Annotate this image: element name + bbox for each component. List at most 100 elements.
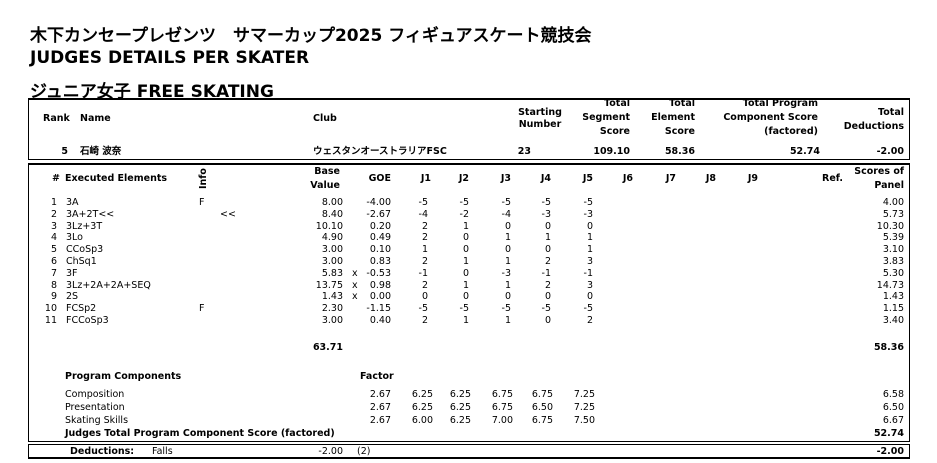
component-factor: 2.67 (369, 389, 391, 400)
name-header: Name (80, 113, 111, 124)
total-element-score: 58.36 (664, 146, 695, 157)
component-judge-score: 6.50 (531, 401, 553, 413)
component-name: Composition (65, 389, 125, 400)
judge-header-j6: J6 (622, 173, 633, 184)
element-name: 3A (66, 197, 79, 208)
judge-score: 0 (544, 291, 551, 303)
component-name: Skating Skills (65, 414, 129, 426)
panel-score: 14.73 (876, 279, 904, 291)
total-element-score-header: Score (664, 126, 695, 137)
judge-score: 1 (504, 279, 511, 291)
goe-header: GOE (368, 173, 391, 184)
judge-score: 2 (586, 315, 593, 326)
element-name: 3Lz+2A+2A+SEQ (66, 279, 151, 291)
judge-score: -3 (541, 208, 551, 220)
judge-score: 1 (586, 232, 593, 244)
element-name: ChSq1 (66, 256, 97, 267)
factor-header: Factor (360, 371, 394, 382)
judge-header-j3: J3 (500, 173, 511, 184)
judge-score: -1 (418, 267, 428, 279)
judge-score: 0 (462, 232, 469, 244)
component-judge-score: 6.25 (411, 401, 433, 413)
judge-score: -5 (541, 303, 551, 315)
starting-number-header: Starting (518, 107, 562, 118)
element-number: 3 (50, 220, 57, 232)
panel-score: 3.40 (882, 315, 904, 326)
base-value: 8.40 (321, 208, 343, 220)
judge-header-j5: J5 (582, 173, 593, 184)
element-name: 3F (66, 267, 78, 279)
judge-score: 0 (586, 220, 593, 232)
component-judge-score: 6.25 (449, 401, 471, 413)
pcs-total-label: Judges Total Program Component Score (fa… (65, 428, 335, 439)
box-left (28, 98, 29, 160)
element-number: 6 (50, 256, 57, 267)
deduction-type: Falls (152, 446, 173, 457)
panel-score: 10.30 (876, 220, 904, 232)
box-left (28, 444, 29, 458)
judge-score: -5 (501, 303, 511, 315)
pcs-total: 52.74 (873, 428, 904, 439)
panel-score: 3.10 (882, 244, 904, 256)
starting-number: 23 (517, 146, 531, 157)
base-value: 2.30 (321, 303, 343, 315)
judge-score: 0 (544, 220, 551, 232)
goe-value: -1.15 (366, 303, 391, 315)
deductions-label: Deductions: (70, 446, 135, 457)
judge-score: 1 (462, 279, 469, 291)
judge-score: -5 (583, 303, 593, 315)
judge-header-j4: J4 (540, 173, 551, 184)
goe-value: -0.53 (366, 267, 391, 279)
element-info: F (199, 197, 205, 208)
element-number: 10 (44, 303, 57, 315)
judge-score: -5 (583, 197, 593, 208)
judge-score: -5 (418, 303, 428, 315)
component-judge-score: 6.75 (491, 389, 513, 400)
element-name: CCoSp3 (66, 244, 104, 256)
judge-header-j9: J9 (747, 173, 758, 184)
judge-score: -3 (501, 267, 511, 279)
judge-header-j2: J2 (458, 173, 469, 184)
judge-score: -1 (541, 267, 551, 279)
component-factor: 2.67 (369, 414, 391, 426)
judge-score: -2 (459, 208, 469, 220)
component-judge-score: 6.75 (491, 401, 513, 413)
component-judge-score: 6.25 (411, 389, 433, 400)
ded-bottom-rule (28, 457, 910, 459)
judge-header-j1: J1 (420, 173, 431, 184)
judge-score: 0 (504, 220, 511, 232)
panel-score: 3.83 (882, 256, 904, 267)
component-judge-score: 7.25 (573, 401, 595, 413)
judge-header-j8: J8 (705, 173, 716, 184)
base-value: 10.10 (315, 220, 343, 232)
event-title: 木下カンセープレゼンツ サマーカップ2025 フィギュアスケート競技会 (30, 26, 592, 46)
element-number: 2 (50, 208, 57, 220)
panel-score: 1.15 (882, 303, 904, 315)
element-number: 8 (50, 279, 57, 291)
total-pcs: 52.74 (789, 146, 820, 157)
judge-score: 1 (504, 315, 511, 326)
judge-score: 2 (421, 232, 428, 244)
judge-score: 2 (421, 279, 428, 291)
total-deductions-header: Total (878, 107, 904, 118)
judge-score: 2 (421, 256, 428, 267)
panel-score: 5.73 (882, 208, 904, 220)
element-name: 3Lo (66, 232, 83, 244)
elements-header: Executed Elements (65, 173, 168, 184)
component-judge-score: 6.25 (449, 389, 471, 400)
total-segment-score-header: Score (599, 126, 630, 137)
component-judge-score: 6.75 (531, 389, 553, 400)
judge-score: 0 (586, 291, 593, 303)
box-left (28, 163, 29, 442)
judge-score: 0 (421, 291, 428, 303)
goe-value: 0.98 (369, 279, 391, 291)
element-mark: << (220, 208, 236, 220)
total-element-score-header: Total (669, 98, 695, 109)
judge-score: 1 (586, 244, 593, 256)
skater-club: ウェスタンオーストラリアFSC (313, 146, 447, 157)
panel-score: 5.30 (882, 267, 904, 279)
judge-score: 2 (421, 220, 428, 232)
skater-rank: 5 (61, 146, 68, 157)
judge-score: 3 (586, 279, 593, 291)
component-score: 6.58 (882, 389, 904, 400)
